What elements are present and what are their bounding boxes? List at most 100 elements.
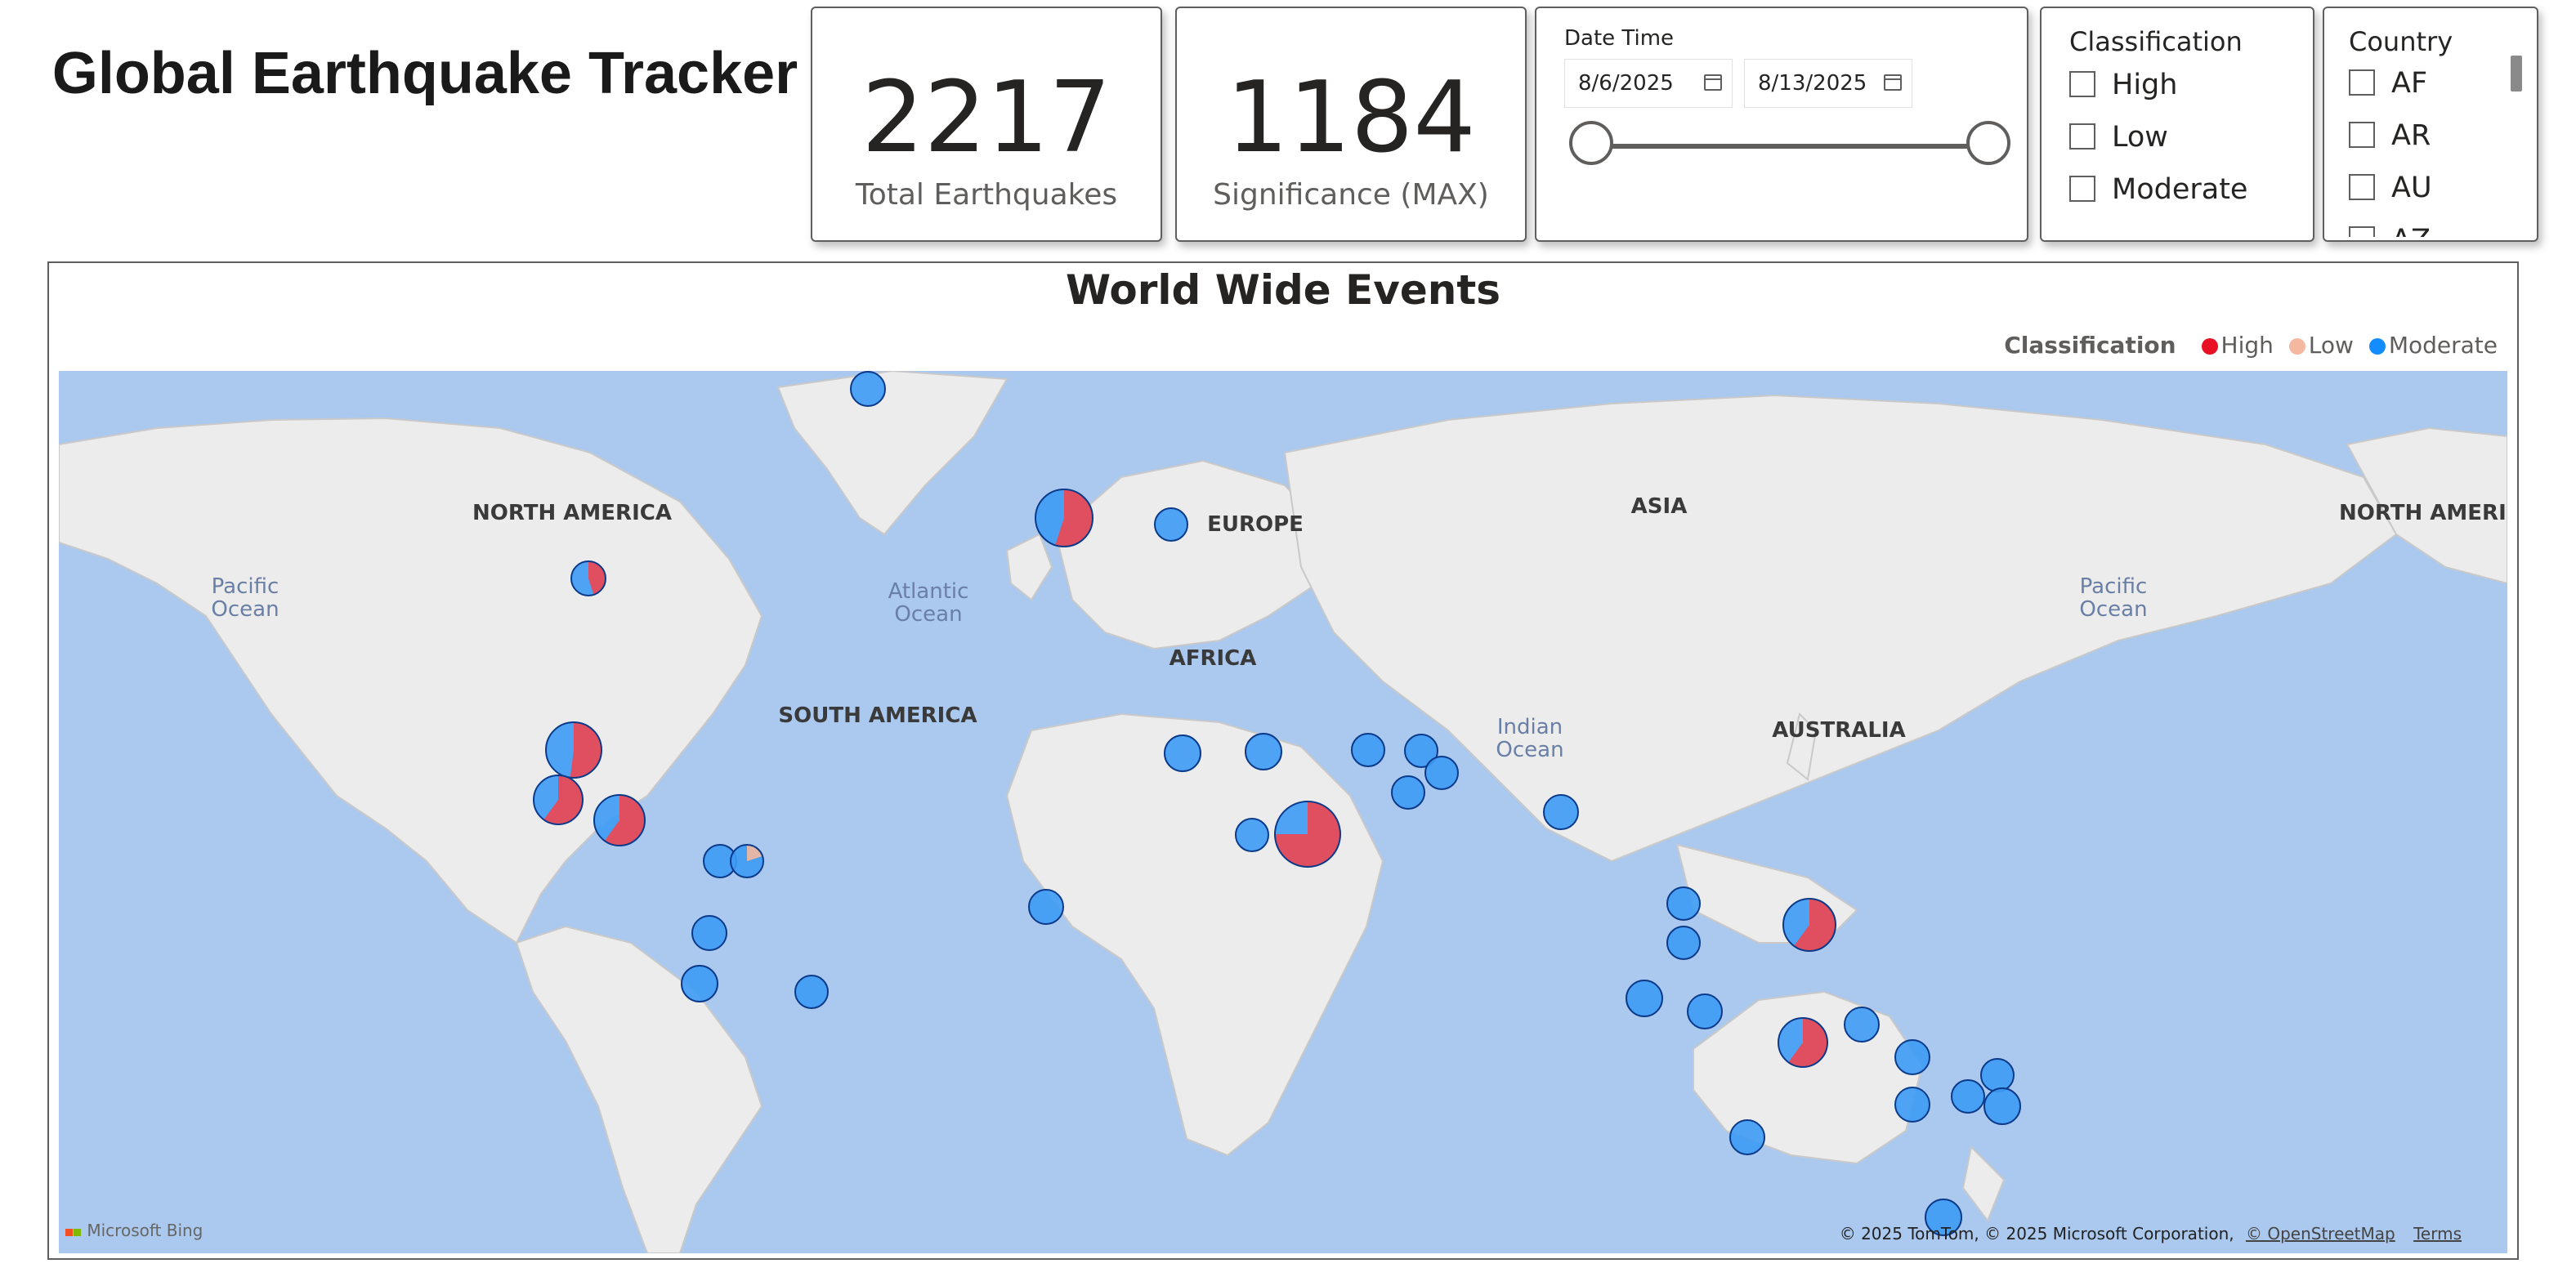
moderate-share — [682, 966, 718, 1002]
checkbox[interactable] — [2349, 69, 2375, 96]
moderate-share — [1688, 994, 1722, 1029]
earthquake-bubble[interactable] — [1778, 1017, 1828, 1068]
legend-label-high: High — [2220, 332, 2274, 359]
earthquake-bubble[interactable] — [794, 975, 829, 1009]
high-share — [604, 795, 645, 846]
classification-slicer: Classification High Low Moderate — [2040, 7, 2314, 242]
earthquake-bubble[interactable] — [570, 560, 606, 596]
country-option-af[interactable]: AF — [2349, 67, 2427, 100]
earthquake-bubble[interactable] — [1404, 734, 1438, 768]
checkbox[interactable] — [2349, 226, 2375, 237]
earthquake-bubble[interactable] — [1666, 926, 1701, 960]
high-share — [543, 775, 584, 824]
earthquake-bubble[interactable] — [730, 844, 764, 878]
earthquake-bubble[interactable] — [1729, 1119, 1765, 1155]
kpi-card-significance[interactable]: 1184 Significance (MAX) — [1175, 7, 1527, 242]
country-slicer-title: Country — [2349, 26, 2453, 57]
high-share — [570, 722, 602, 778]
terms-link[interactable]: Terms — [2413, 1224, 2462, 1243]
earthquake-bubble[interactable] — [1164, 734, 1201, 772]
earthquake-bubble[interactable] — [533, 775, 584, 825]
earthquake-bubble[interactable] — [1844, 1007, 1880, 1043]
checkbox[interactable] — [2349, 122, 2375, 148]
date-time-slicer: Date Time 8/6/2025 8/13/2025 — [1535, 7, 2028, 242]
scrollbar-thumb[interactable] — [2511, 56, 2522, 92]
earthquake-bubble[interactable] — [593, 794, 646, 846]
kpi-card-total-earthquakes[interactable]: 2217 Total Earthquakes — [811, 7, 1162, 242]
earthquake-bubbles[interactable] — [533, 371, 2021, 1253]
moderate-share — [1544, 795, 1578, 829]
continent-label-south-america: SOUTH AMERICA — [778, 703, 977, 728]
start-date-value: 8/6/2025 — [1578, 71, 1674, 96]
moderate-share — [1405, 734, 1438, 767]
earthquake-bubble[interactable] — [1424, 756, 1459, 790]
earthquake-bubble[interactable] — [1235, 818, 1269, 852]
ocean-label-pacific-west-2: Ocean — [211, 597, 279, 622]
continent-label-asia: ASIA — [1631, 494, 1688, 519]
checkbox[interactable] — [2069, 71, 2095, 97]
moderate-share — [1895, 1087, 1930, 1122]
moderate-share — [1155, 508, 1187, 541]
earthquake-bubble[interactable] — [691, 915, 727, 951]
openstreetmap-link[interactable]: © OpenStreetMap — [2245, 1224, 2395, 1243]
earthquake-bubble[interactable] — [1626, 980, 1663, 1017]
slider-start-handle[interactable] — [1569, 121, 1613, 165]
checkbox[interactable] — [2349, 174, 2375, 200]
earthquake-bubble[interactable] — [1782, 898, 1836, 952]
legend-label-moderate: Moderate — [2388, 332, 2498, 359]
country-option-ar[interactable]: AR — [2349, 119, 2431, 152]
earthquake-bubble[interactable] — [1925, 1199, 1962, 1236]
ocean-labels: Pacific Ocean Atlantic Ocean Indian Ocea… — [211, 574, 2147, 762]
checkbox[interactable] — [2069, 176, 2095, 202]
country-slicer: Country AF AR AU AZ — [2323, 7, 2538, 242]
moderate-share — [704, 845, 736, 877]
calendar-icon[interactable] — [1884, 74, 1902, 91]
country-option-az[interactable]: AZ — [2349, 224, 2431, 237]
country-option-au[interactable]: AU — [2349, 172, 2432, 204]
continent-label-north-america: NORTH AMERICA — [472, 501, 672, 525]
high-share — [1788, 1018, 1828, 1067]
start-date-input[interactable]: 8/6/2025 — [1564, 59, 1733, 108]
earthquake-bubble[interactable] — [1274, 801, 1341, 868]
legend-title: Classification — [2004, 332, 2176, 359]
earthquake-bubble[interactable] — [1351, 733, 1385, 767]
high-share — [1794, 899, 1836, 951]
earthquake-bubble[interactable] — [1666, 886, 1701, 921]
earthquake-bubble[interactable] — [1245, 733, 1282, 770]
calendar-icon[interactable] — [1704, 74, 1722, 91]
high-share — [588, 561, 606, 595]
classification-option-low[interactable]: Low — [2069, 121, 2168, 154]
country-list[interactable]: AF AR AU AZ — [2324, 62, 2537, 237]
earthquake-bubble[interactable] — [1687, 993, 1723, 1029]
moderate-share — [1845, 1007, 1879, 1042]
earthquake-bubble[interactable] — [1035, 489, 1093, 547]
earthquake-bubble[interactable] — [1391, 775, 1425, 810]
moderate-share — [1981, 1059, 2014, 1092]
earthquake-bubble[interactable] — [1894, 1087, 1930, 1123]
earthquake-bubble[interactable] — [1980, 1058, 2015, 1092]
ocean-label-indian-2: Ocean — [1496, 738, 1563, 762]
moderate-share — [692, 916, 727, 950]
kpi-label-total: Total Earthquakes — [855, 178, 1118, 212]
map-canvas[interactable]: Pacific Ocean Atlantic Ocean Indian Ocea… — [59, 371, 2507, 1253]
earthquake-bubble[interactable] — [1028, 889, 1064, 925]
kpi-value-significance: 1184 — [1226, 61, 1476, 175]
earthquake-bubble[interactable] — [545, 721, 602, 779]
classification-option-moderate[interactable]: Moderate — [2069, 173, 2247, 206]
slider-end-handle[interactable] — [1966, 121, 2010, 165]
earthquake-bubble[interactable] — [1154, 507, 1188, 542]
checkbox[interactable] — [2069, 123, 2095, 150]
earthquake-bubble[interactable] — [681, 965, 718, 1002]
end-date-input[interactable]: 8/13/2025 — [1744, 59, 1912, 108]
earthquake-bubble[interactable] — [850, 371, 886, 407]
earthquake-bubble[interactable] — [1983, 1087, 2021, 1125]
earthquake-bubble[interactable] — [1543, 794, 1579, 830]
earthquake-bubble[interactable] — [1951, 1079, 1985, 1114]
date-range-slider-track[interactable] — [1590, 144, 1988, 149]
continent-label-australia: AUSTRALIA — [1772, 718, 1905, 743]
classification-option-high[interactable]: High — [2069, 69, 2177, 101]
earthquake-bubble[interactable] — [1894, 1039, 1930, 1075]
world-map[interactable]: Pacific Ocean Atlantic Ocean Indian Ocea… — [59, 371, 2507, 1253]
continent-labels: NORTH AMERICA EUROPE ASIA AFRICA SOUTH A… — [472, 494, 2507, 743]
date-slicer-title: Date Time — [1564, 26, 1675, 51]
